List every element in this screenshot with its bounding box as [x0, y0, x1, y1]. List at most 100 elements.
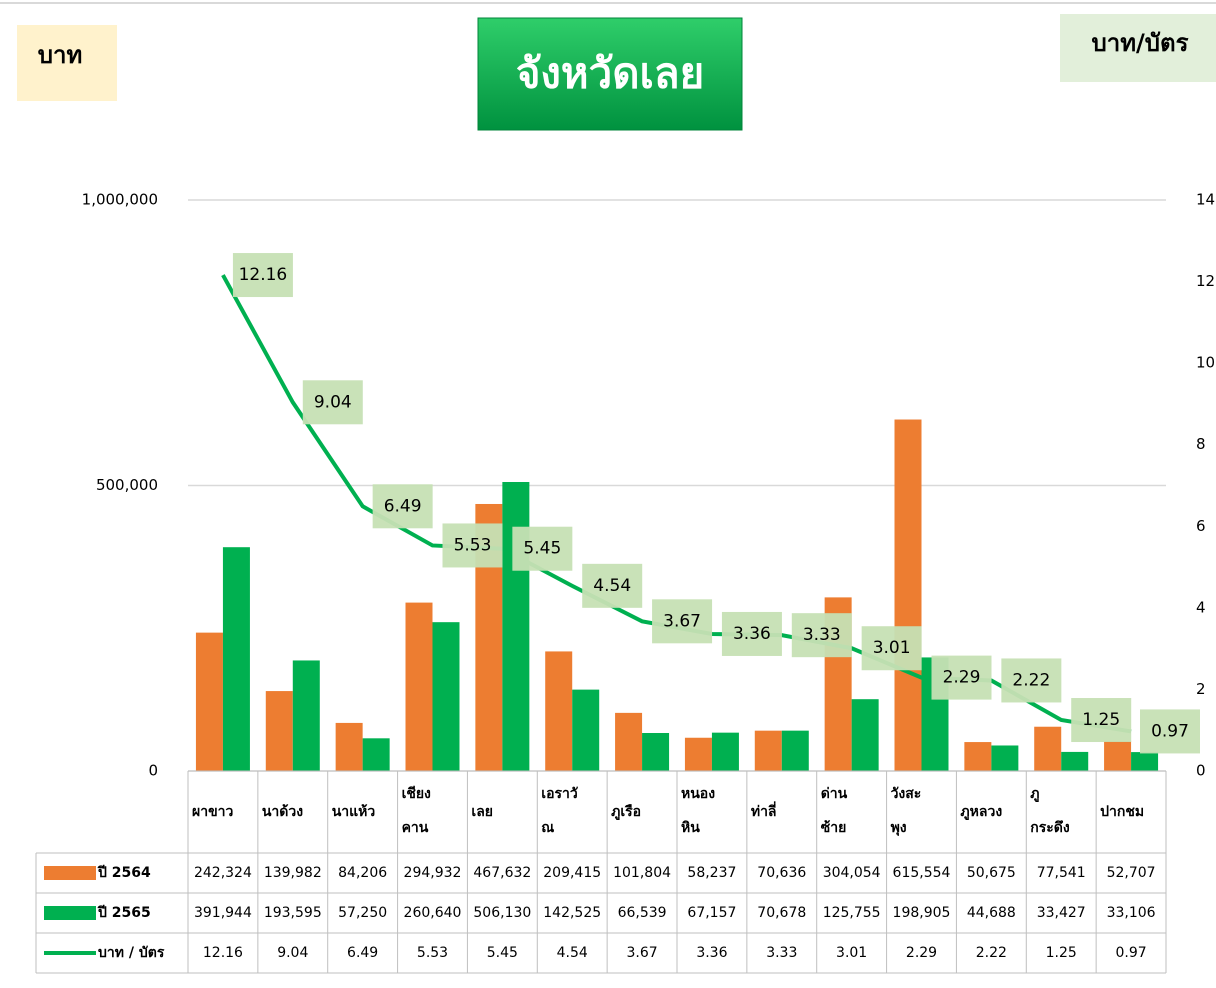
x-tick-label: ณ: [541, 820, 554, 836]
x-tick-label: ภูหลวง: [960, 804, 1002, 820]
bar: [1061, 751, 1089, 771]
table-cell: 5.53: [417, 945, 448, 961]
bar: [781, 730, 809, 771]
y-tick-label: 1,000,000: [82, 191, 158, 209]
table-cell: 391,944: [194, 905, 252, 921]
table-cell: 101,804: [613, 865, 671, 881]
x-tick-label: ซ้าย: [821, 820, 847, 836]
table-cell: 66,539: [618, 905, 667, 921]
data-label: 0.97: [1151, 721, 1189, 741]
bar: [991, 745, 1019, 771]
y-label: บาท: [38, 41, 83, 69]
data-label-box: [652, 599, 713, 644]
data-label: 2.29: [943, 668, 981, 688]
bar: [572, 689, 600, 771]
x-tick-label: คาน: [402, 820, 429, 836]
y2-tick-label: 14: [1196, 191, 1215, 209]
y2-label-box: [1060, 14, 1216, 82]
data-label-box: [861, 626, 922, 671]
table-cell: 4.54: [557, 945, 588, 961]
legend-label: บาท / บัตร: [98, 945, 165, 961]
data-label-box: [931, 655, 992, 700]
line: [221, 274, 1132, 734]
x-tick-label: เอราวั: [541, 786, 578, 802]
data-label: 5.53: [454, 535, 492, 555]
table-cell: 139,982: [264, 865, 322, 881]
table-cell: 44,688: [967, 905, 1016, 921]
y2-tick-label: 2: [1196, 680, 1206, 698]
data-label-box: [302, 380, 363, 425]
table-cell: 67,157: [687, 905, 736, 921]
y2-tick-label: 10: [1196, 354, 1215, 372]
table-cell: 294,932: [404, 865, 462, 881]
x-tick-label: นาด้วง: [262, 804, 303, 820]
legend-label: ปี 2564: [97, 865, 151, 881]
x-tick-label: นาแห้ว: [332, 804, 376, 820]
table-cell: 52,707: [1107, 865, 1156, 881]
table-cell: 198,905: [893, 905, 951, 921]
data-label: 6.49: [384, 496, 422, 516]
bar: [405, 602, 433, 771]
data-label-box: [1140, 709, 1200, 754]
table-cell: 2.22: [976, 945, 1007, 961]
chart-title: จังหวัดเลย: [516, 49, 704, 98]
table-cell: 70,678: [757, 905, 806, 921]
table-cell: 57,250: [338, 905, 387, 921]
title-box: [477, 17, 743, 131]
table-cell: 84,206: [338, 865, 387, 881]
x-tick-label: พุง: [891, 820, 907, 836]
x-tick-label: เลย: [471, 804, 493, 820]
bar: [851, 699, 879, 771]
table-cell: 5.45: [487, 945, 518, 961]
bar: [615, 712, 643, 771]
table-cell: 125,755: [823, 905, 881, 921]
data-label-box: [372, 484, 433, 529]
y-label-box: [17, 25, 117, 101]
table-cell: 50,675: [967, 865, 1016, 881]
data-label-box: [1001, 658, 1062, 703]
data-label-box: [1071, 698, 1132, 743]
x-tick-label: ภู: [1030, 786, 1039, 802]
bar: [894, 419, 922, 771]
x-tick-label: หิน: [681, 820, 700, 836]
data-label: 2.22: [1012, 670, 1050, 690]
table-cell: 615,554: [893, 865, 951, 881]
data-label: 4.54: [593, 576, 631, 596]
y2-tick-label: 0: [1196, 762, 1206, 780]
x-tick-label: หนอง: [681, 786, 715, 802]
table-cell: 0.97: [1115, 945, 1146, 961]
data-label-box: [791, 613, 852, 658]
bar: [964, 742, 992, 771]
x-tick-label: ด่าน: [821, 786, 848, 802]
data-label-box: [512, 526, 573, 571]
bar: [711, 732, 739, 771]
table-cell: 9.04: [277, 945, 308, 961]
table-cell: 2.29: [906, 945, 937, 961]
table-cell: 242,324: [194, 865, 252, 881]
x-tick-label: ปากชม: [1100, 804, 1144, 820]
table-cell: 209,415: [543, 865, 601, 881]
table-cell: 193,595: [264, 905, 322, 921]
data-label: 1.25: [1082, 710, 1120, 730]
bar: [502, 481, 530, 771]
x-tick-label: ภูเรือ: [611, 804, 641, 820]
table-cell: 142,525: [543, 905, 601, 921]
data-label-box: [232, 253, 293, 298]
y-tick-label: 0: [148, 762, 158, 780]
table-cell: 1.25: [1046, 945, 1077, 961]
x-tick-label: ท่าลี่: [751, 801, 777, 820]
data-label-box: [582, 563, 643, 608]
x-tick-label: กระดึง: [1030, 819, 1070, 836]
bar: [545, 651, 573, 771]
y-tick-label: 500,000: [96, 476, 158, 494]
data-label: 3.01: [873, 638, 911, 658]
y2-tick-label: 12: [1196, 272, 1215, 290]
table-cell: 70,636: [757, 865, 806, 881]
table-cell: 12.16: [203, 945, 243, 961]
x-tick-label: ผาขาว: [192, 804, 233, 820]
legend-swatch: [44, 906, 96, 920]
table-cell: 6.49: [347, 945, 378, 961]
table-cell: 77,541: [1037, 865, 1086, 881]
legend-swatch: [44, 866, 96, 880]
